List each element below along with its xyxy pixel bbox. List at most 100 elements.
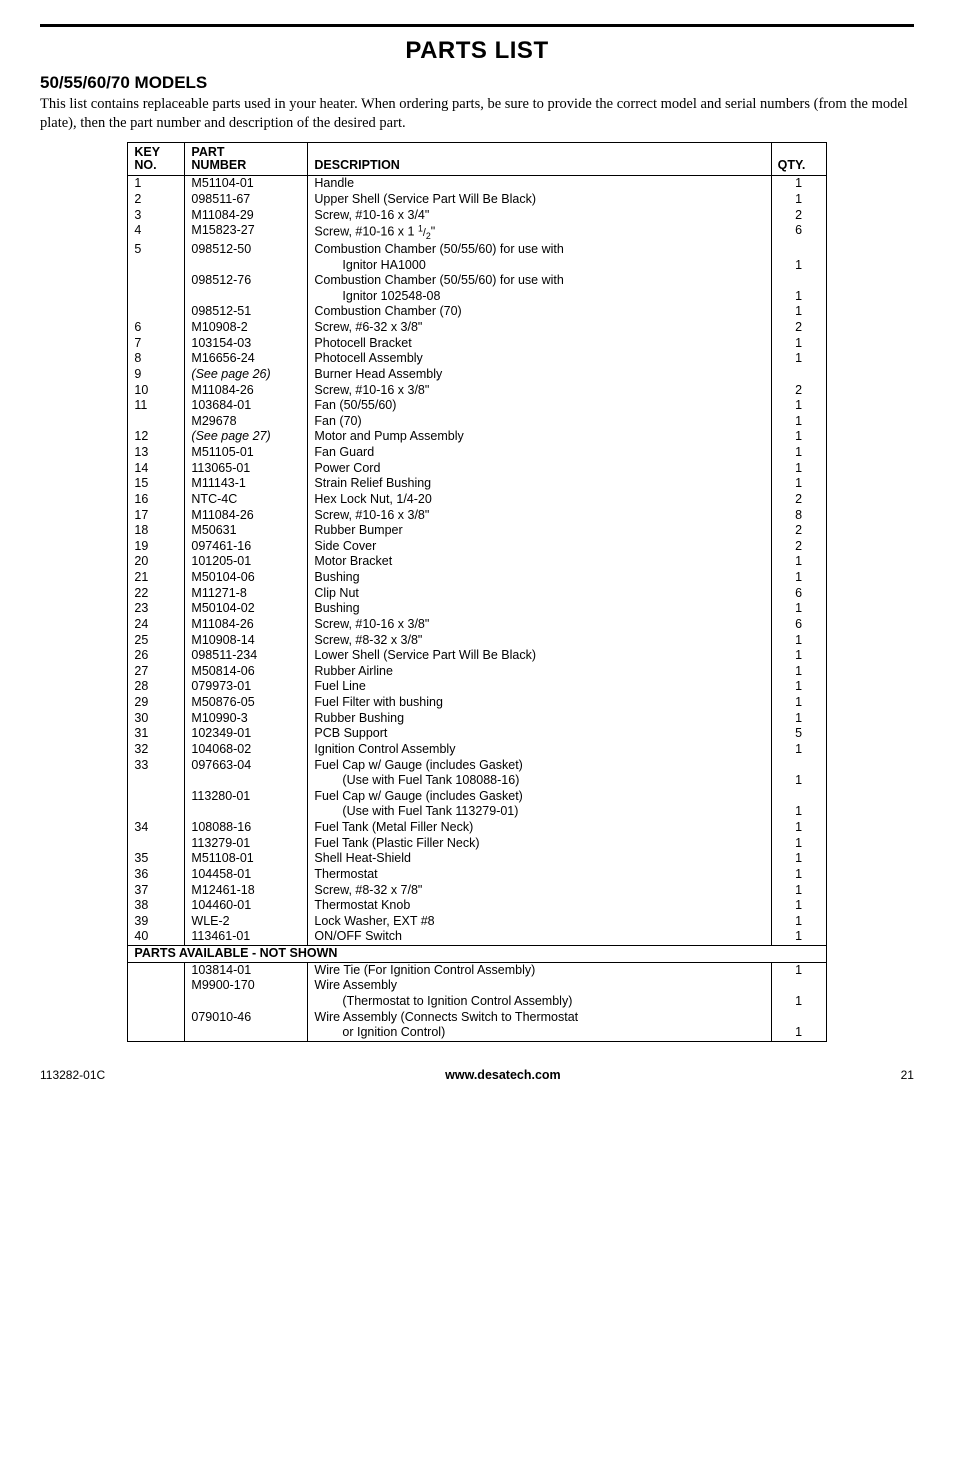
cell-part: NTC-4C bbox=[185, 492, 308, 508]
cell-key: 14 bbox=[128, 461, 185, 477]
cell-key: 31 bbox=[128, 726, 185, 742]
cell-key bbox=[128, 258, 185, 274]
cell-qty: 1 bbox=[771, 898, 826, 914]
cell-qty: 1 bbox=[771, 429, 826, 445]
table-row: 2098511-67Upper Shell (Service Part Will… bbox=[128, 192, 826, 208]
footer-right: 21 bbox=[901, 1068, 914, 1082]
cell-part: M50876-05 bbox=[185, 695, 308, 711]
cell-key: 7 bbox=[128, 336, 185, 352]
cell-key bbox=[128, 304, 185, 320]
cell-qty: 6 bbox=[771, 223, 826, 242]
intro-paragraph: This list contains replaceable parts use… bbox=[40, 95, 914, 132]
parts-table: KEY NO. PART NUMBER DESCRIPTION QTY. 1M5… bbox=[127, 142, 826, 1042]
cell-qty: 1 bbox=[771, 351, 826, 367]
cell-part: 104460-01 bbox=[185, 898, 308, 914]
cell-desc: Screw, #8-32 x 7/8" bbox=[308, 883, 771, 899]
table-row: Ignitor HA10001 bbox=[128, 258, 826, 274]
table-row: 31102349-01PCB Support5 bbox=[128, 726, 826, 742]
cell-qty bbox=[771, 367, 826, 383]
models-heading: 50/55/60/70 MODELS bbox=[40, 73, 914, 93]
cell-key bbox=[128, 1010, 185, 1026]
cell-key bbox=[128, 789, 185, 805]
cell-desc: Thermostat Knob bbox=[308, 898, 771, 914]
cell-key: 18 bbox=[128, 523, 185, 539]
table-row: 11103684-01Fan (50/55/60)1 bbox=[128, 398, 826, 414]
cell-desc: Bushing bbox=[308, 570, 771, 586]
cell-key: 34 bbox=[128, 820, 185, 836]
table-row: 113280-01Fuel Cap w/ Gauge (includes Gas… bbox=[128, 789, 826, 805]
table-row: 29M50876-05Fuel Filter with bushing1 bbox=[128, 695, 826, 711]
cell-key: 9 bbox=[128, 367, 185, 383]
cell-desc: Rubber Airline bbox=[308, 664, 771, 680]
cell-qty: 1 bbox=[771, 289, 826, 305]
cell-part: 113279-01 bbox=[185, 836, 308, 852]
header-part-l1: PART bbox=[191, 145, 224, 159]
cell-key: 21 bbox=[128, 570, 185, 586]
cell-part: M11084-26 bbox=[185, 617, 308, 633]
cell-key: 35 bbox=[128, 851, 185, 867]
cell-desc: Fuel Filter with bushing bbox=[308, 695, 771, 711]
table-row: 10M11084-26Screw, #10-16 x 3/8"2 bbox=[128, 383, 826, 399]
cell-desc: Combustion Chamber (50/55/60) for use wi… bbox=[308, 242, 771, 258]
cell-desc: Ignitor 102548-08 bbox=[308, 289, 771, 305]
header-qty-text: QTY. bbox=[778, 158, 806, 172]
table-row: 28079973-01Fuel Line1 bbox=[128, 679, 826, 695]
table-row: 22M11271-8Clip Nut6 bbox=[128, 586, 826, 602]
cell-desc: Upper Shell (Service Part Will Be Black) bbox=[308, 192, 771, 208]
header-part-l2: NUMBER bbox=[191, 158, 246, 172]
cell-part: 113280-01 bbox=[185, 789, 308, 805]
header-qty: QTY. bbox=[771, 143, 826, 176]
cell-desc: Fan (50/55/60) bbox=[308, 398, 771, 414]
cell-qty: 1 bbox=[771, 192, 826, 208]
table-row: 103814-01Wire Tie (For Ignition Control … bbox=[128, 962, 826, 978]
table-row: 1M51104-01Handle1 bbox=[128, 176, 826, 192]
table-row: 33097663-04Fuel Cap w/ Gauge (includes G… bbox=[128, 758, 826, 774]
cell-part: 097461-16 bbox=[185, 539, 308, 555]
cell-key: 20 bbox=[128, 554, 185, 570]
cell-part: M11084-26 bbox=[185, 383, 308, 399]
cell-qty: 1 bbox=[771, 883, 826, 899]
footer-left: 113282-01C bbox=[40, 1068, 105, 1082]
cell-desc: Bushing bbox=[308, 601, 771, 617]
cell-key: 29 bbox=[128, 695, 185, 711]
table-row: 23M50104-02Bushing1 bbox=[128, 601, 826, 617]
cell-key bbox=[128, 836, 185, 852]
cell-key: 39 bbox=[128, 914, 185, 930]
cell-part: M9900-170 bbox=[185, 978, 308, 994]
cell-desc: Lower Shell (Service Part Will Be Black) bbox=[308, 648, 771, 664]
header-key-l1: KEY bbox=[134, 145, 160, 159]
table-row: 21M50104-06Bushing1 bbox=[128, 570, 826, 586]
cell-desc: Clip Nut bbox=[308, 586, 771, 602]
header-desc: DESCRIPTION bbox=[308, 143, 771, 176]
cell-part: 103684-01 bbox=[185, 398, 308, 414]
cell-qty: 1 bbox=[771, 679, 826, 695]
cell-part bbox=[185, 289, 308, 305]
cell-key: 36 bbox=[128, 867, 185, 883]
cell-desc: Screw, #10-16 x 3/8" bbox=[308, 383, 771, 399]
cell-part: M16656-24 bbox=[185, 351, 308, 367]
cell-qty: 2 bbox=[771, 492, 826, 508]
header-desc-text: DESCRIPTION bbox=[314, 158, 399, 172]
cell-key: 10 bbox=[128, 383, 185, 399]
table-row: 39WLE-2Lock Washer, EXT #81 bbox=[128, 914, 826, 930]
page-footer: 113282-01C www.desatech.com 21 bbox=[40, 1068, 914, 1082]
cell-qty: 1 bbox=[771, 664, 826, 680]
cell-key: 16 bbox=[128, 492, 185, 508]
cell-part bbox=[185, 804, 308, 820]
table-row: 098512-76Combustion Chamber (50/55/60) f… bbox=[128, 273, 826, 289]
cell-part: 098512-76 bbox=[185, 273, 308, 289]
cell-desc: Wire Assembly bbox=[308, 978, 771, 994]
cell-desc: Handle bbox=[308, 176, 771, 192]
cell-qty: 1 bbox=[771, 304, 826, 320]
cell-key: 26 bbox=[128, 648, 185, 664]
cell-desc: Combustion Chamber (70) bbox=[308, 304, 771, 320]
table-row: Ignitor 102548-081 bbox=[128, 289, 826, 305]
cell-part bbox=[185, 994, 308, 1010]
cell-key: 8 bbox=[128, 351, 185, 367]
cell-part: 102349-01 bbox=[185, 726, 308, 742]
cell-key: 11 bbox=[128, 398, 185, 414]
cell-part: M12461-18 bbox=[185, 883, 308, 899]
cell-qty: 1 bbox=[771, 711, 826, 727]
cell-desc: Wire Assembly (Connects Switch to Thermo… bbox=[308, 1010, 771, 1026]
cell-key: 23 bbox=[128, 601, 185, 617]
